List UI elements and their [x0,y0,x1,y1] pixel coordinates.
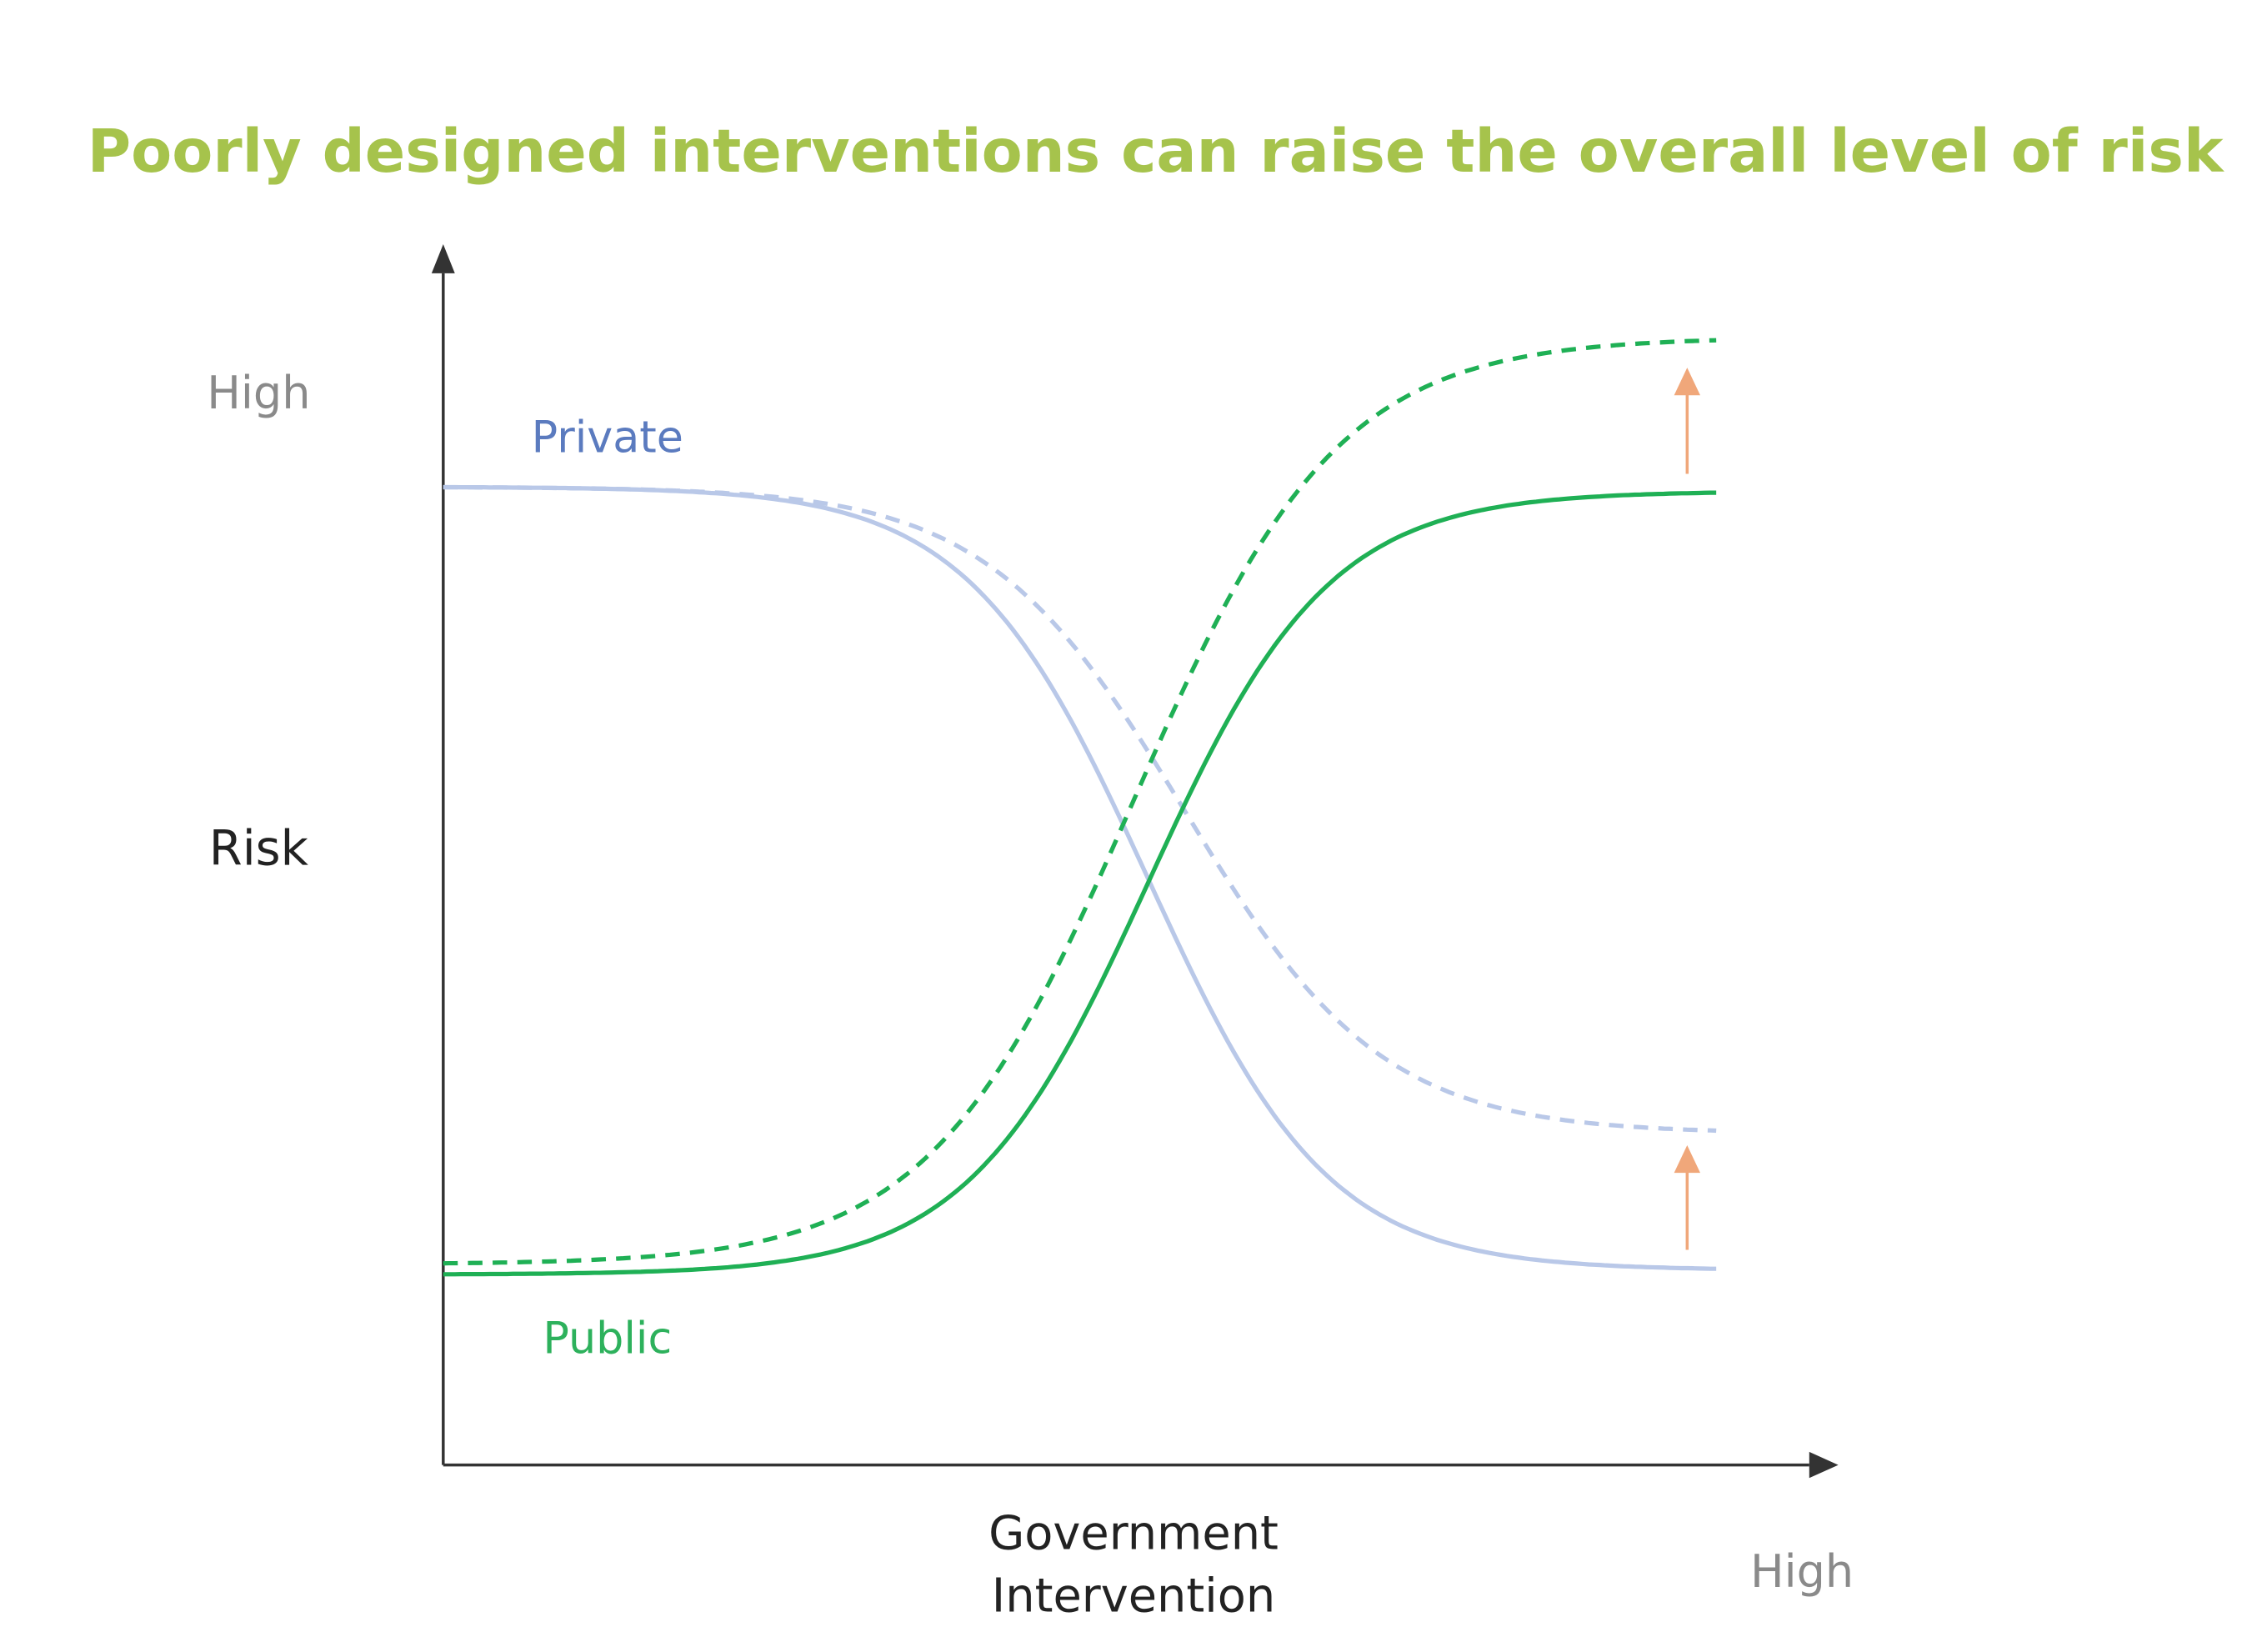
y-axis-arrow [431,243,455,273]
y-axis-label: Risk [209,820,309,876]
x-axis-label: Intervention [992,1569,1275,1624]
private-shifted-curve [443,484,1717,1134]
public-curve [443,490,1717,1277]
private-label: Private [532,412,683,463]
curves [443,338,1717,1277]
y-high-label: High [207,367,310,419]
x-high-label: High [1750,1545,1854,1598]
title: Poorly designed interventions can raise … [88,117,2224,186]
public-shifted-curve [443,338,1717,1266]
public-label: Public [543,1313,672,1364]
shift-arrowhead [1674,1144,1700,1174]
shift-arrowhead [1674,368,1700,396]
x-axis-arrow [1809,1451,1839,1479]
x-axis-label: Government [988,1507,1279,1561]
private-curve [443,484,1717,1271]
